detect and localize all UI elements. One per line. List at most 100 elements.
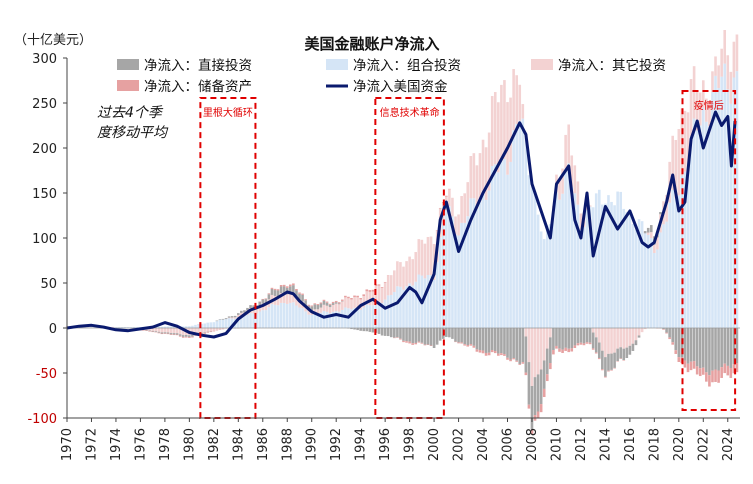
bar-segment <box>295 290 298 298</box>
bar-segment <box>377 328 381 334</box>
bar-segment <box>368 328 372 332</box>
bar-segment <box>359 309 362 328</box>
bar-segment <box>573 165 577 194</box>
bar-segment <box>500 161 503 328</box>
bar-segment <box>356 297 359 309</box>
x-tick-label: 2018 <box>647 428 662 461</box>
bar-segment <box>185 336 188 338</box>
bar-segment <box>503 80 506 159</box>
bar-segment <box>597 358 601 360</box>
bar-segment <box>368 291 372 306</box>
bar-segment <box>619 358 622 359</box>
bar-segment <box>325 302 329 306</box>
period-box <box>681 90 737 411</box>
bar-segment <box>322 304 326 311</box>
bar-segment <box>555 192 558 328</box>
bar-segment <box>552 328 555 351</box>
bar-segment <box>289 286 292 294</box>
bar-segment <box>460 342 463 344</box>
bar-segment <box>197 328 200 333</box>
bar-segment <box>463 222 466 328</box>
bar-segment <box>735 34 739 72</box>
bar-segment <box>224 319 228 328</box>
bar-segment <box>490 96 494 166</box>
bar-segment <box>276 290 280 297</box>
bar-segment <box>521 328 525 363</box>
bar-segment <box>711 328 714 371</box>
period-box <box>199 97 257 419</box>
legend-label: 净流入美国资金 <box>353 79 448 95</box>
bar-segment <box>518 84 522 121</box>
bar-segment <box>273 288 277 291</box>
bar-segment <box>524 372 528 376</box>
bar-segment <box>735 71 739 328</box>
bar-segment <box>322 310 326 328</box>
x-tick-label: 1984 <box>231 428 246 461</box>
bar-segment <box>597 328 601 343</box>
bar-segment <box>417 328 421 342</box>
bar-segment <box>386 328 390 337</box>
bar-segment <box>457 235 460 328</box>
bar-segment <box>279 293 283 303</box>
bar-segment <box>552 210 555 328</box>
bar-segment <box>298 292 301 294</box>
bar-segment <box>178 334 182 336</box>
bar-segment <box>567 124 570 164</box>
bar-segment <box>634 328 638 341</box>
bar-segment <box>304 299 307 301</box>
bar-segment <box>732 364 736 374</box>
bar-segment <box>136 327 139 328</box>
bar-segment <box>316 304 320 310</box>
bar-segment <box>301 294 304 302</box>
bar-segment <box>448 189 451 207</box>
bar-segment <box>604 357 607 377</box>
bar-segment <box>386 295 390 328</box>
bar-segment <box>191 334 194 337</box>
bar-segment <box>649 225 653 233</box>
bar-segment <box>218 329 222 330</box>
bar-segment <box>417 274 421 328</box>
bar-segment <box>371 328 375 333</box>
bar-segment <box>111 327 115 328</box>
bar-segment <box>420 239 424 276</box>
bar-segment <box>726 328 730 366</box>
bar-segment <box>610 328 613 354</box>
bar-segment <box>671 135 675 190</box>
bar-segment <box>573 345 577 349</box>
bar-segment <box>389 294 393 328</box>
bar-segment <box>276 296 280 306</box>
bar-segment <box>509 328 512 360</box>
bar-segment <box>285 294 289 304</box>
bar-segment <box>362 295 366 308</box>
bar-segment <box>334 303 338 312</box>
bar-segment <box>267 293 271 295</box>
bar-segment <box>414 342 418 345</box>
bar-segment <box>509 161 512 328</box>
note-text-line-2: 度移动平均 <box>97 125 169 141</box>
bar-segment <box>701 80 705 108</box>
bar-segment <box>206 331 210 333</box>
bar-segment <box>209 322 213 328</box>
bar-segment <box>148 328 151 331</box>
bar-segment <box>530 385 534 430</box>
bar-segment <box>289 302 292 328</box>
bar-segment <box>484 352 488 356</box>
bar-segment <box>475 328 479 350</box>
bar-segment <box>243 315 246 328</box>
bar-segment <box>567 328 570 349</box>
bar-segment <box>723 328 727 364</box>
bar-segment <box>643 328 647 330</box>
bar-segment <box>325 305 329 312</box>
bar-segment <box>411 343 414 345</box>
bar-segment <box>194 328 197 334</box>
bar-segment <box>542 239 546 328</box>
x-tick-label: 1970 <box>60 428 75 461</box>
bar-segment <box>705 98 708 122</box>
bar-segment <box>585 209 589 328</box>
bar-segment <box>166 328 170 333</box>
bar-segment <box>689 361 693 371</box>
bar-segment <box>166 333 170 335</box>
bar-segment <box>191 325 194 328</box>
bar-segment <box>393 291 396 328</box>
